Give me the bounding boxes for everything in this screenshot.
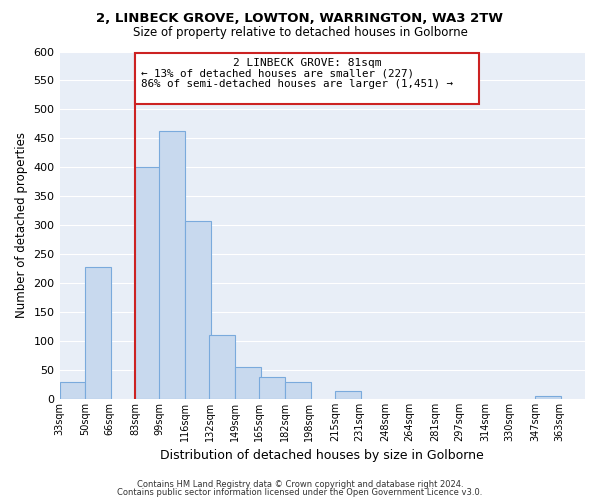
Y-axis label: Number of detached properties: Number of detached properties [15,132,28,318]
Bar [59,382,85,399]
Text: Contains public sector information licensed under the Open Government Licence v3: Contains public sector information licen… [118,488,482,497]
X-axis label: Distribution of detached houses by size in Golborne: Distribution of detached houses by size … [160,450,484,462]
Text: Contains HM Land Registry data © Crown copyright and database right 2024.: Contains HM Land Registry data © Crown c… [137,480,463,489]
Text: 2, LINBECK GROVE, LOWTON, WARRINGTON, WA3 2TW: 2, LINBECK GROVE, LOWTON, WARRINGTON, WA… [97,12,503,26]
Bar [335,391,361,399]
Bar [535,396,561,399]
Bar [259,377,285,399]
Bar [160,131,185,399]
Bar [209,334,235,399]
Bar [135,167,161,399]
Bar [285,382,311,399]
Text: ← 13% of detached houses are smaller (227): ← 13% of detached houses are smaller (22… [142,69,415,79]
Text: 86% of semi-detached houses are larger (1,451) →: 86% of semi-detached houses are larger (… [142,80,454,90]
Bar [185,221,211,399]
FancyBboxPatch shape [135,52,479,104]
Bar [85,267,111,399]
Text: Size of property relative to detached houses in Golborne: Size of property relative to detached ho… [133,26,467,39]
Bar [235,367,261,399]
Text: 2 LINBECK GROVE: 81sqm: 2 LINBECK GROVE: 81sqm [233,58,382,68]
